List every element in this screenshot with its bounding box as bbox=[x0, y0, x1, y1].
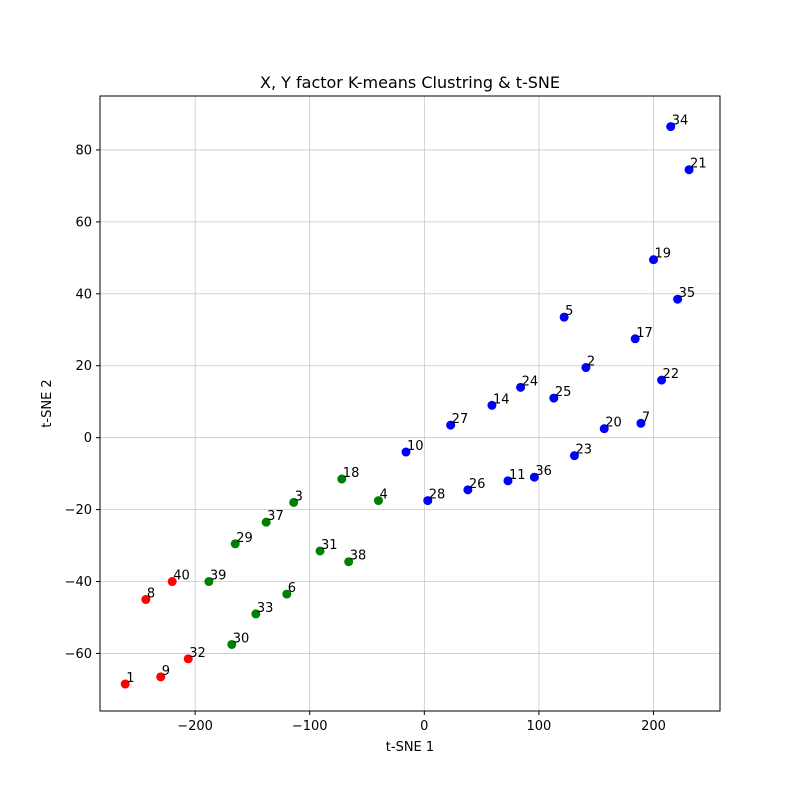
grid bbox=[100, 96, 720, 711]
point-label: 10 bbox=[407, 439, 424, 454]
data-point bbox=[503, 476, 513, 486]
data-point bbox=[684, 165, 694, 175]
data-point bbox=[463, 485, 473, 495]
point-label: 33 bbox=[257, 601, 274, 616]
point-label: 4 bbox=[379, 488, 387, 503]
data-point bbox=[657, 375, 667, 385]
point-label: 1 bbox=[126, 671, 134, 686]
point-label: 34 bbox=[672, 114, 689, 129]
x-tick-label: −200 bbox=[177, 719, 213, 734]
data-point bbox=[141, 595, 151, 605]
data-point bbox=[227, 639, 237, 649]
data-point bbox=[183, 654, 193, 664]
point-label: 14 bbox=[493, 392, 510, 407]
y-tick-label: −40 bbox=[65, 575, 92, 590]
point-label: 27 bbox=[452, 412, 469, 427]
point-label: 35 bbox=[679, 286, 696, 301]
point-label: 22 bbox=[663, 367, 680, 382]
data-point bbox=[559, 312, 569, 322]
data-point bbox=[569, 451, 579, 461]
point-label: 25 bbox=[555, 385, 572, 400]
point-label: 3 bbox=[295, 489, 303, 504]
chart-title: X, Y factor K-means Clustring & t-SNE bbox=[260, 73, 560, 92]
y-tick-label: 60 bbox=[75, 215, 92, 230]
point-label: 8 bbox=[147, 587, 155, 602]
data-point bbox=[344, 557, 354, 567]
x-tick-label: −100 bbox=[292, 719, 328, 734]
x-tick-label: 200 bbox=[641, 719, 666, 734]
point-label: 28 bbox=[429, 488, 446, 503]
data-point bbox=[282, 589, 292, 599]
point-label: 29 bbox=[236, 531, 253, 546]
point-label: 30 bbox=[233, 631, 250, 646]
x-axis-label: t-SNE 1 bbox=[386, 740, 434, 755]
data-point bbox=[649, 255, 659, 265]
data-point bbox=[516, 382, 526, 392]
y-tick-label: 20 bbox=[75, 359, 92, 374]
point-label: 21 bbox=[690, 157, 707, 172]
data-point bbox=[373, 496, 383, 506]
point-label: 23 bbox=[575, 443, 592, 458]
point-label: 18 bbox=[343, 466, 360, 481]
x-tick-label: 100 bbox=[527, 719, 552, 734]
point-label: 31 bbox=[321, 538, 338, 553]
data-point bbox=[261, 517, 271, 527]
data-point bbox=[337, 474, 347, 484]
data-point bbox=[529, 472, 539, 482]
data-point bbox=[581, 363, 591, 373]
point-label: 20 bbox=[605, 416, 622, 431]
point-label: 32 bbox=[189, 646, 206, 661]
point-label: 2 bbox=[587, 355, 595, 370]
y-tick-label: −20 bbox=[65, 503, 92, 518]
point-label: 26 bbox=[469, 477, 486, 492]
plot-frame bbox=[99, 95, 721, 712]
data-point bbox=[315, 546, 325, 556]
data-point bbox=[423, 496, 433, 506]
data-point bbox=[401, 447, 411, 457]
data-point bbox=[120, 679, 130, 689]
data-point bbox=[666, 122, 676, 132]
data-point bbox=[204, 577, 214, 587]
data-point bbox=[251, 609, 261, 619]
point-label: 17 bbox=[636, 326, 653, 341]
plot-area bbox=[100, 96, 720, 711]
data-point bbox=[446, 420, 456, 430]
data-point bbox=[156, 672, 166, 682]
point-label: 19 bbox=[655, 247, 672, 262]
data-point bbox=[549, 393, 559, 403]
y-tick-label: 80 bbox=[75, 143, 92, 158]
point-label: 36 bbox=[535, 464, 552, 479]
data-point bbox=[230, 539, 240, 549]
y-tick-label: −60 bbox=[65, 647, 92, 662]
y-tick-label: 0 bbox=[84, 431, 92, 446]
point-label: 9 bbox=[162, 664, 170, 679]
data-point bbox=[599, 424, 609, 434]
data-point bbox=[673, 294, 683, 304]
data-point bbox=[289, 497, 299, 507]
point-label: 24 bbox=[522, 374, 539, 389]
data-point bbox=[630, 334, 640, 344]
x-tick-label: 0 bbox=[420, 719, 428, 734]
point-label: 6 bbox=[288, 581, 296, 596]
data-point bbox=[167, 577, 177, 587]
point-label: 5 bbox=[565, 304, 573, 319]
y-tick-label: 40 bbox=[75, 287, 92, 302]
point-label: 11 bbox=[509, 468, 526, 483]
data-point bbox=[487, 400, 497, 410]
point-label: 39 bbox=[210, 569, 227, 584]
point-label: 40 bbox=[173, 569, 190, 584]
data-point bbox=[636, 418, 646, 428]
y-axis-label: t-SNE 2 bbox=[40, 379, 55, 427]
point-label: 38 bbox=[350, 549, 367, 564]
point-label: 7 bbox=[642, 410, 650, 425]
data-points bbox=[120, 122, 694, 689]
point-label: 37 bbox=[267, 509, 284, 524]
